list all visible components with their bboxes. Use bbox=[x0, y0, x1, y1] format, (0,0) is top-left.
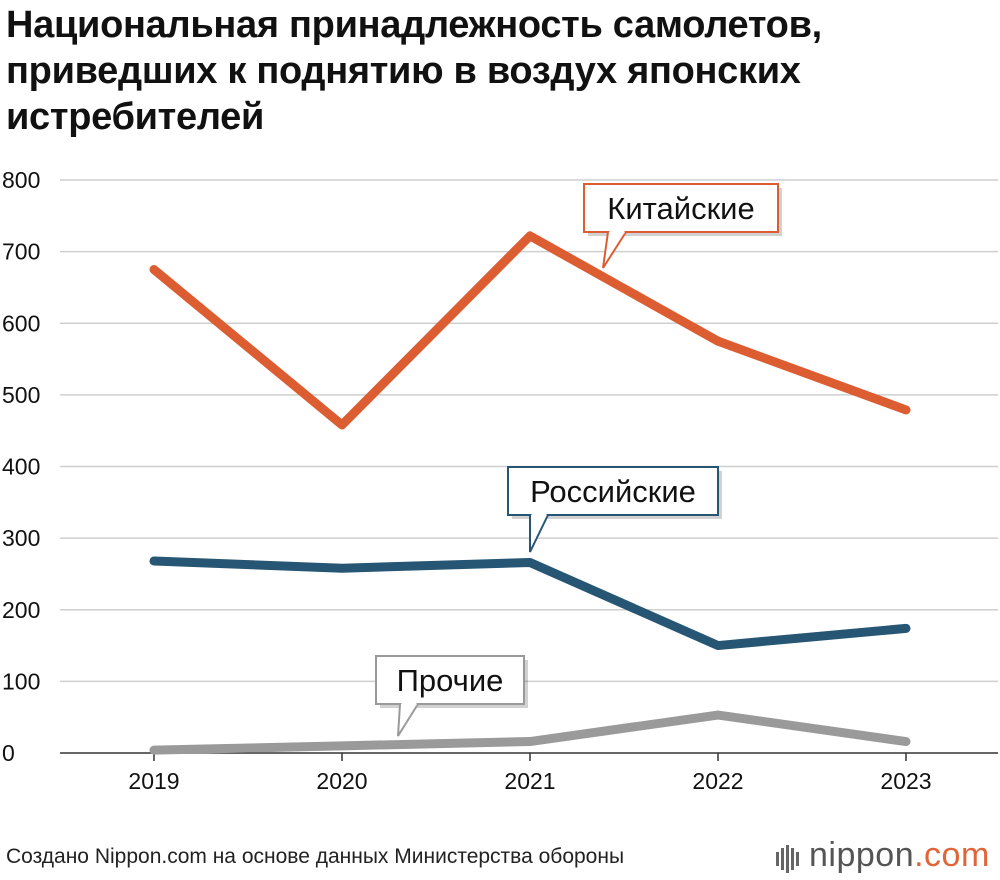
source-note: Создано Nippon.com на основе данных Мини… bbox=[6, 845, 625, 868]
nippon-logo: nippon.com bbox=[776, 836, 990, 877]
series-line-russia bbox=[149, 556, 911, 651]
y-tick-label: 300 bbox=[2, 525, 40, 551]
y-tick-label: 800 bbox=[2, 167, 40, 193]
callout-tail bbox=[397, 703, 419, 737]
title-line-1: Национальная принадлежность самолетов, bbox=[6, 4, 822, 46]
callout-tail bbox=[602, 231, 627, 269]
y-tick-label: 200 bbox=[2, 597, 40, 623]
series-line-china bbox=[149, 231, 911, 430]
callout-other: Прочие bbox=[375, 655, 528, 737]
x-tick-labels: 2019 2020 2021 2022 2023 bbox=[128, 753, 932, 794]
callout-label: Российские bbox=[530, 474, 696, 509]
callout-russia: Российские bbox=[507, 466, 722, 553]
callout-box bbox=[583, 183, 779, 233]
y-tick-label: 600 bbox=[2, 310, 40, 336]
y-tick-labels: 0 100 200 300 400 500 600 700 800 bbox=[2, 167, 40, 766]
logo-bars-icon bbox=[776, 838, 801, 877]
callout-china: Китайские bbox=[583, 183, 782, 269]
callout-label: Китайские bbox=[607, 191, 754, 226]
x-tick-label: 2022 bbox=[692, 768, 743, 794]
x-tick-label: 2023 bbox=[880, 768, 931, 794]
callout-label: Прочие bbox=[397, 663, 504, 698]
chart-title: Национальная принадлежность самолетов, п… bbox=[6, 2, 966, 140]
logo-name: nippon bbox=[809, 836, 915, 874]
callout-box bbox=[375, 655, 525, 705]
series-line-other bbox=[149, 710, 911, 755]
y-tick-label: 500 bbox=[2, 382, 40, 408]
series-callouts: Китайские Российские Прочие bbox=[375, 183, 782, 737]
title-line-2: приведших к поднятию в воздух японских bbox=[6, 50, 801, 92]
y-tick-label: 100 bbox=[2, 668, 40, 694]
callout-box bbox=[507, 466, 719, 516]
title-line-3: истребителей bbox=[6, 96, 265, 138]
series-lines bbox=[149, 231, 911, 755]
x-tick-label: 2019 bbox=[128, 768, 179, 794]
x-tick-label: 2020 bbox=[316, 768, 367, 794]
y-tick-label: 0 bbox=[2, 740, 15, 766]
logo-suffix: .com bbox=[914, 836, 990, 874]
y-tick-label: 700 bbox=[2, 239, 40, 265]
x-tick-label: 2021 bbox=[504, 768, 555, 794]
callout-tail bbox=[529, 514, 549, 553]
y-tick-label: 400 bbox=[2, 454, 40, 480]
